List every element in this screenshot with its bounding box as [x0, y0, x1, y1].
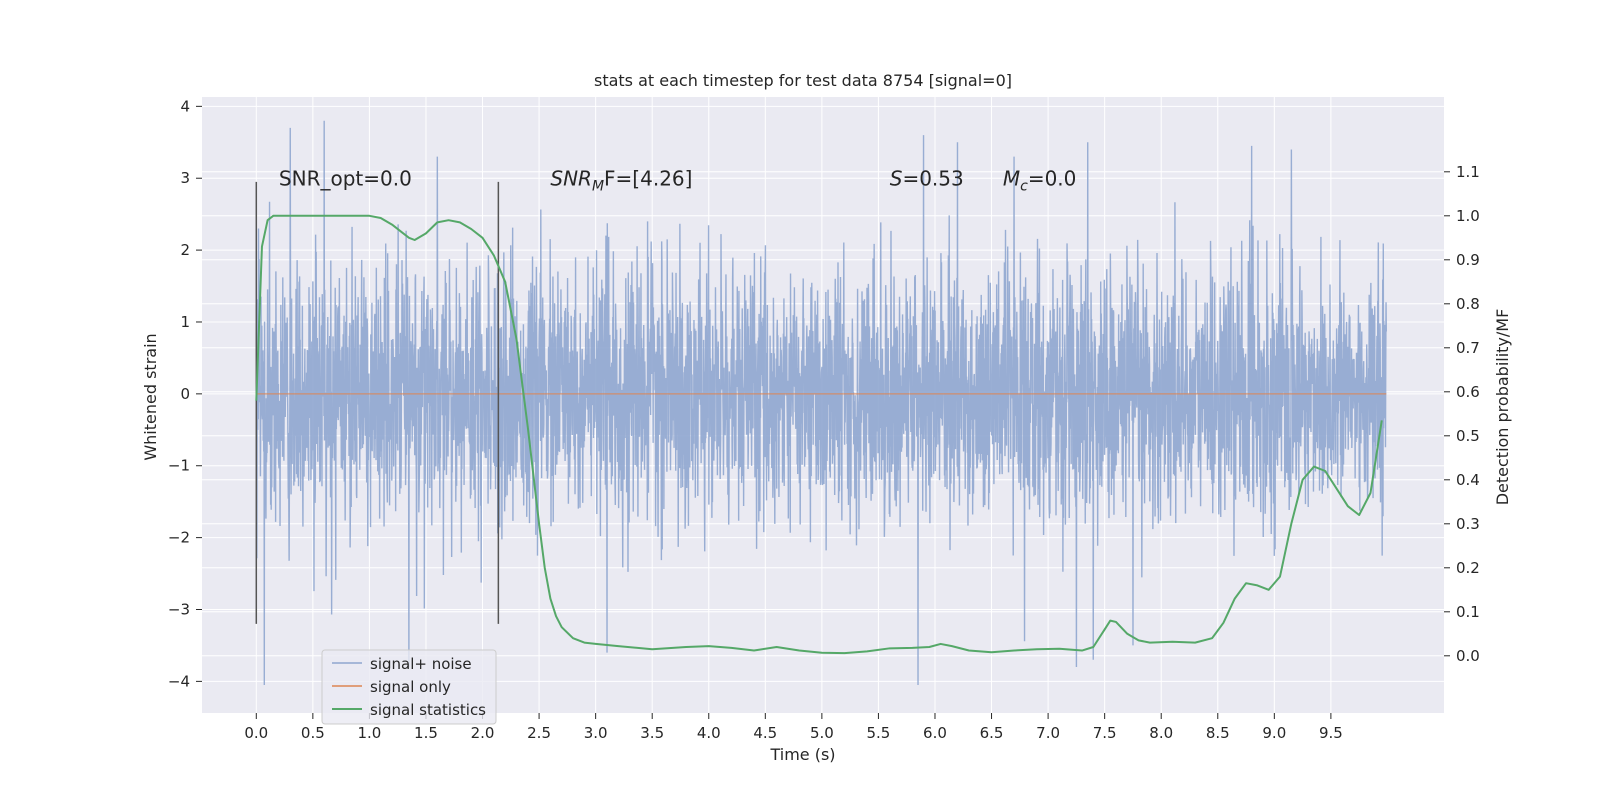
y-right-tick-label: 0.1	[1456, 603, 1480, 621]
annotation-0: SNR_opt=0.0	[279, 166, 412, 190]
x-tick-label: 1.0	[357, 724, 381, 742]
y-right-tick-label: 1.0	[1456, 207, 1480, 225]
annotation-3: Mc=0.0	[1003, 166, 1077, 194]
x-tick-label: 2.5	[527, 724, 551, 742]
y-axis-ticks: −4 −3 −2 −1 0 1 2 3 4	[168, 97, 202, 690]
y-tick-label: −1	[168, 457, 190, 475]
x-tick-label: 5.5	[866, 724, 890, 742]
legend-label-signal-only: signal only	[370, 678, 451, 696]
y-tick-label: 0	[180, 385, 190, 403]
y-right-tick-label: 0.7	[1456, 339, 1480, 357]
y-tick-label: −2	[168, 529, 190, 547]
x-tick-label: 7.0	[1036, 724, 1060, 742]
y-tick-label: 1	[180, 313, 190, 331]
y-axis-label: Whitened strain	[141, 333, 160, 460]
annotation-suffix: F=[4.26]	[604, 166, 692, 190]
signal-noise-line	[255, 120, 1388, 685]
x-tick-label: 9.5	[1319, 724, 1343, 742]
annotation-2: S=0.53	[890, 166, 964, 190]
signal-statistics-series	[255, 214, 1383, 655]
y-right-axis-label: Detection probability/MF	[1493, 309, 1512, 506]
signal-statistics-line	[255, 214, 1383, 655]
x-tick-label: 2.0	[471, 724, 495, 742]
legend-box	[321, 649, 497, 725]
x-tick-label: 7.5	[1093, 724, 1117, 742]
x-tick-label: 0.0	[244, 724, 268, 742]
y-tick-label: 2	[180, 241, 190, 259]
x-tick-label: 1.5	[414, 724, 438, 742]
y-tick-label: −3	[168, 600, 190, 618]
chart-title: stats at each timestep for test data 875…	[594, 71, 1012, 90]
y-right-tick-label: 0.9	[1456, 251, 1480, 269]
window-markers	[255, 181, 500, 624]
x-tick-label: 4.5	[753, 724, 777, 742]
signal-noise-series	[255, 120, 1388, 685]
x-tick-label: 3.5	[640, 724, 664, 742]
y-right-tick-label: 0.0	[1456, 647, 1480, 665]
y-right-tick-label: 0.4	[1456, 471, 1480, 489]
x-tick-label: 9.0	[1262, 724, 1286, 742]
x-tick-label: 8.5	[1206, 724, 1230, 742]
y-right-tick-label: 0.8	[1456, 295, 1480, 313]
x-tick-label: 6.0	[923, 724, 947, 742]
y-right-tick-label: 0.5	[1456, 427, 1480, 445]
y-right-tick-label: 1.1	[1456, 163, 1480, 181]
annotation-text: SNR_opt=0.0	[279, 166, 412, 190]
y-right-tick-label: 0.6	[1456, 383, 1480, 401]
x-axis-label: Time (s)	[769, 745, 835, 764]
y-right-tick-label: 0.3	[1456, 515, 1480, 533]
x-tick-label: 6.5	[980, 724, 1004, 742]
annotation-subscript: c	[1020, 178, 1028, 194]
x-tick-label: 0.5	[301, 724, 325, 742]
y-right-tick-label: 0.2	[1456, 559, 1480, 577]
annotation-suffix: =0.0	[1028, 166, 1077, 190]
annotation-text: M	[1003, 166, 1020, 190]
x-tick-label: 3.0	[584, 724, 608, 742]
annotation-text: SNR	[550, 166, 592, 190]
y-right-axis-ticks: 0.0 0.1 0.2 0.3 0.4 0.5 0.6 0.7 0.8 0.9 1.0 1.1	[1444, 163, 1480, 665]
x-tick-label: 8.0	[1149, 724, 1173, 742]
x-tick-label: 5.0	[810, 724, 834, 742]
legend-label-signal-noise: signal+ noise	[370, 655, 472, 673]
annotation-text: S	[890, 166, 903, 190]
annotations: SNR_opt=0.0 SNRMF=[4.26] S=0.53 Mc=0.0	[279, 166, 1076, 194]
legend-label-signal-statistics: signal statistics	[370, 701, 486, 719]
y-tick-label: −4	[168, 672, 190, 690]
annotation-1: SNRMF=[4.26]	[550, 166, 692, 194]
x-tick-label: 4.0	[697, 724, 721, 742]
annotation-suffix: =0.53	[902, 166, 963, 190]
legend: signal+ noise signal only signal statist…	[321, 649, 497, 725]
y-tick-label: 4	[180, 97, 190, 115]
x-axis-ticks: 0.0 0.5 1.0 1.5 2.0 2.5 3.0 3.5 4.0 4.5 5.0 5.5 6.0 6…	[244, 713, 1343, 742]
y-tick-label: 3	[180, 169, 190, 187]
annotation-subscript: M	[592, 178, 604, 194]
